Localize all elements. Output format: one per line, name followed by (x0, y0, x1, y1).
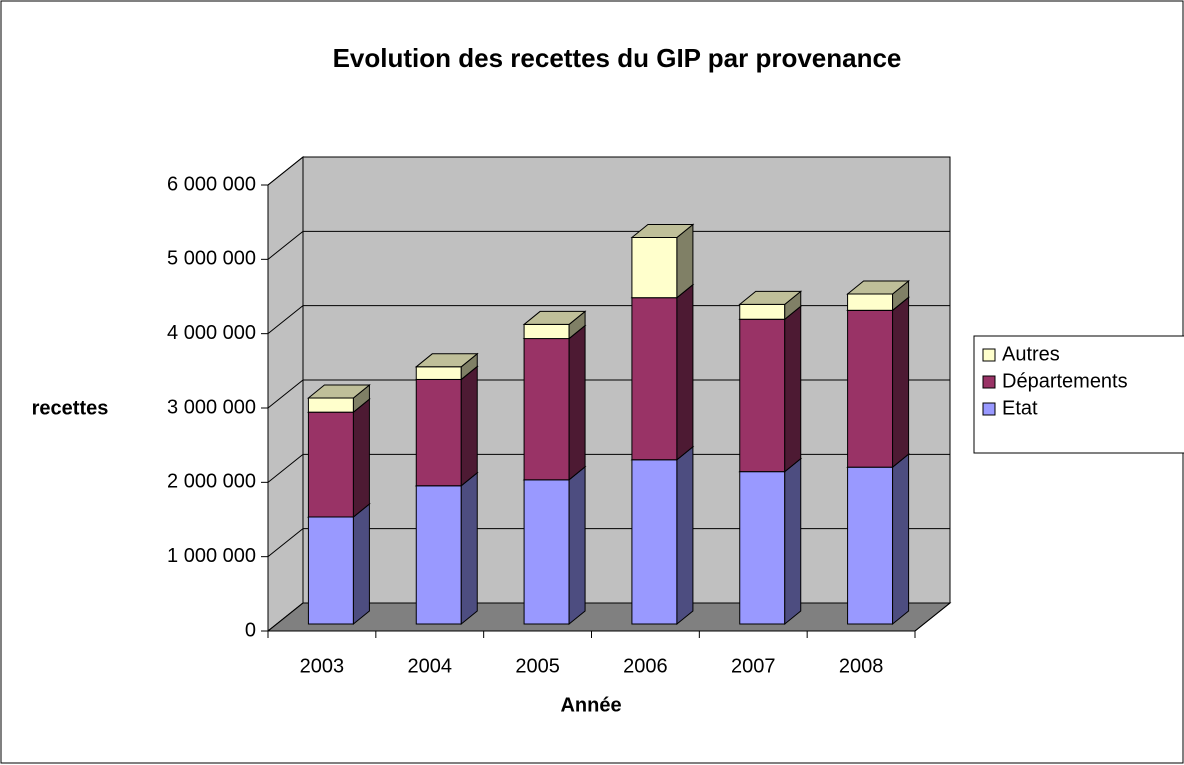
bar-front (739, 303, 786, 320)
grid-line (267, 156, 950, 186)
bar-front (631, 459, 678, 625)
x-tick-label: 2008 (839, 655, 884, 677)
legend-swatch (982, 375, 996, 389)
x-axis-title: Année (560, 694, 621, 716)
bar (307, 398, 371, 519)
y-tick-label: 4 000 000 (167, 322, 256, 344)
y-tick-label: 6 000 000 (167, 173, 256, 195)
bar-side (352, 398, 370, 519)
y-axis-title: recettes (32, 397, 109, 419)
y-tick-label: 2 000 000 (167, 471, 256, 493)
y-tick-label: 5 000 000 (167, 248, 256, 270)
legend-swatch (982, 348, 996, 362)
grid-line (267, 453, 950, 483)
bar (307, 383, 371, 414)
bar-side (460, 365, 478, 487)
bar (522, 324, 587, 481)
bar-side (676, 283, 694, 461)
x-tick-label: 2007 (731, 655, 776, 677)
bar (738, 457, 803, 626)
bar (738, 290, 803, 321)
y-tick-label: 1 000 000 (167, 545, 256, 567)
bar-front (739, 471, 786, 625)
bar-top (522, 310, 587, 325)
bar-front (307, 397, 354, 413)
bar (414, 352, 479, 381)
bar-side (568, 324, 586, 481)
bar-top (846, 280, 910, 295)
bar-front (523, 479, 570, 625)
x-tick-label: 2003 (300, 655, 345, 677)
bar (522, 310, 587, 340)
legend-swatch (982, 402, 996, 416)
bar-side (784, 305, 802, 473)
bar-front (631, 297, 678, 461)
bar (307, 502, 371, 626)
bar (630, 445, 695, 626)
bar-side (892, 453, 910, 626)
bar (630, 223, 695, 299)
bar (846, 453, 910, 626)
y-tick-label: 0 (245, 619, 256, 641)
bar-front (847, 466, 894, 625)
bar (846, 296, 910, 469)
y-tick-label: 3 000 000 (167, 396, 256, 418)
x-tick-label: 2006 (623, 655, 668, 677)
bar-top (307, 384, 371, 399)
bar-front (307, 411, 354, 518)
bar (522, 465, 587, 626)
x-axis-depth (914, 602, 951, 632)
legend-label: Autres (1002, 343, 1060, 365)
bar (414, 471, 479, 626)
bar (846, 279, 910, 312)
bar-front (847, 293, 894, 311)
bar-front (307, 516, 354, 625)
bar-front (631, 236, 678, 299)
bar-front (523, 323, 570, 340)
bar-top (630, 223, 695, 238)
bar-front (415, 378, 462, 487)
bar-front (415, 485, 462, 625)
bar-top (414, 353, 479, 368)
bar-side (460, 471, 478, 626)
grid-line (267, 602, 950, 632)
bar-side (892, 296, 910, 469)
grid-line (267, 528, 950, 558)
bar (738, 305, 803, 473)
legend-label: Etat (1002, 397, 1038, 419)
legend-label: Départements (1002, 370, 1128, 392)
bar-front (523, 338, 570, 481)
bar-side (676, 445, 694, 626)
grid-line (267, 379, 950, 409)
bar (414, 365, 479, 487)
bar-front (415, 366, 462, 380)
bar-side (352, 502, 370, 626)
chart-title: Evolution des recettes du GIP par proven… (333, 43, 902, 73)
bar-front (739, 318, 786, 473)
x-tick-label: 2005 (515, 655, 560, 677)
bar-side (784, 457, 802, 626)
bar-side (568, 465, 586, 626)
legend-box (973, 335, 1184, 454)
bar-front (847, 309, 894, 468)
grid-line (267, 305, 950, 335)
grid-line (267, 230, 950, 260)
bar-top (738, 290, 803, 305)
x-tick-label: 2004 (408, 655, 453, 677)
bar (630, 283, 695, 461)
